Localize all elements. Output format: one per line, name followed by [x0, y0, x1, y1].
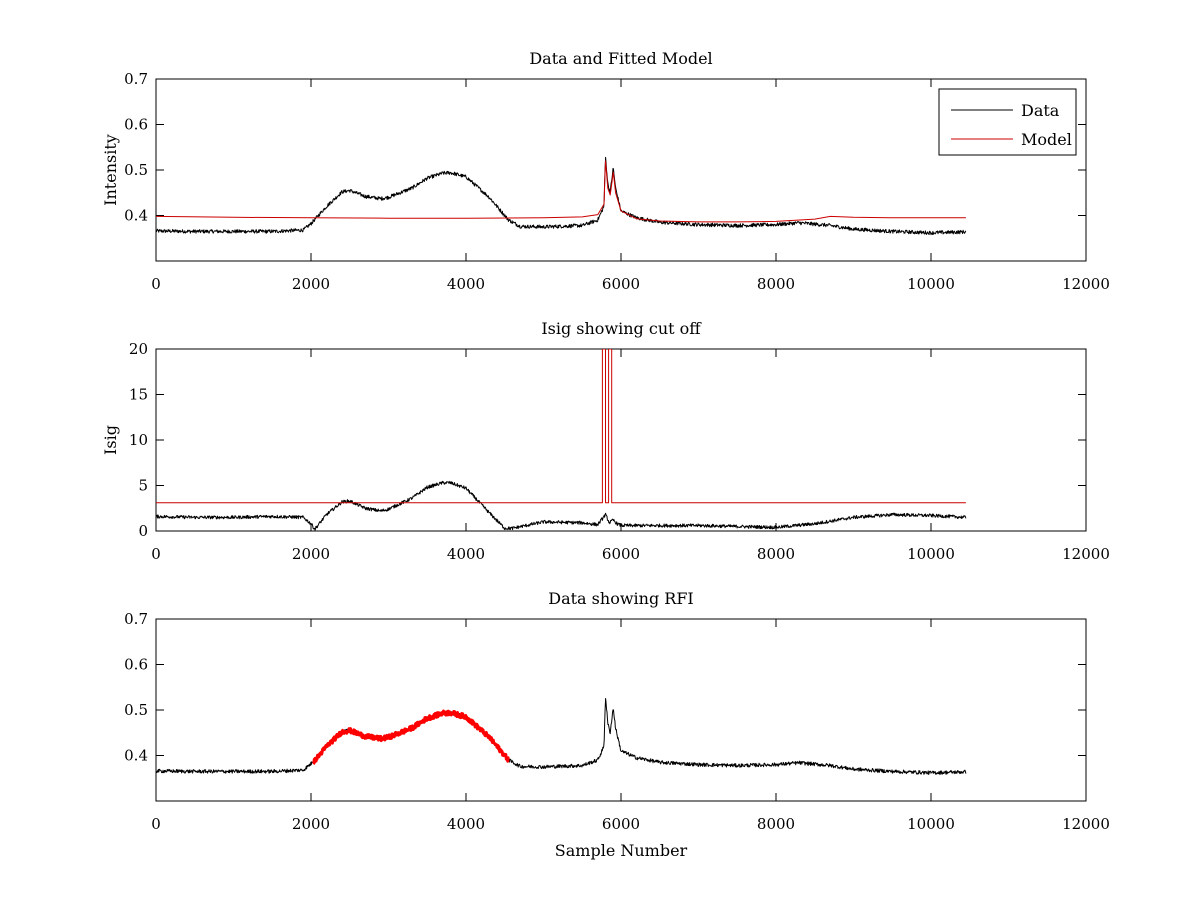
- y-tick-label: 0.6: [124, 656, 148, 674]
- legend-label: Model: [1021, 130, 1072, 149]
- y-axis-label: Intensity: [101, 134, 120, 206]
- x-tick-label: 10000: [907, 545, 955, 563]
- y-tick-label: 0.5: [124, 701, 148, 719]
- y-tick-label: 0.7: [124, 70, 148, 88]
- legend: Data Model: [938, 88, 1077, 156]
- x-tick-label: 4000: [447, 275, 485, 293]
- y-tick-label: 20: [129, 340, 148, 358]
- y-tick-label: 15: [129, 386, 148, 404]
- x-tick-label: 2000: [292, 275, 330, 293]
- y-tick-label: 0.6: [124, 116, 148, 134]
- x-tick-label: 8000: [757, 545, 795, 563]
- x-tick-label: 0: [151, 545, 161, 563]
- x-tick-label: 12000: [1062, 815, 1110, 833]
- series-line-1: [156, 698, 967, 775]
- x-tick-label: 6000: [602, 275, 640, 293]
- chart-panel-2: 0 2000 4000 6000 8000 10000 12000 0 5 10 15 20 Isig …: [101, 319, 1110, 563]
- axes-box: [155, 348, 1087, 532]
- x-tick-label: 10000: [907, 275, 955, 293]
- x-tick-label: 4000: [447, 545, 485, 563]
- y-axis-label: Isig: [101, 425, 120, 455]
- chart-panel-3: 0 2000 4000 6000 8000 10000 12000 0.4 0.5 0.6 0.7 D…: [124, 589, 1110, 860]
- axes-box: [155, 78, 1087, 262]
- series-line-1: [156, 480, 967, 531]
- legend-label: Data: [1021, 101, 1060, 120]
- x-tick-label: 0: [151, 275, 161, 293]
- y-tick-label: 0: [138, 522, 148, 540]
- legend-box: [938, 88, 1077, 156]
- plot-area: [156, 698, 967, 775]
- x-tick-label: 6000: [602, 545, 640, 563]
- x-tick-label: 12000: [1062, 275, 1110, 293]
- y-tick-label: 0.5: [124, 161, 148, 179]
- series-line-model: [156, 160, 966, 223]
- x-axis-label: Sample Number: [555, 841, 688, 860]
- x-tick-label: 4000: [447, 815, 485, 833]
- x-tick-label: 6000: [602, 815, 640, 833]
- series-line-data: [156, 156, 967, 236]
- chart-title: Data showing RFI: [548, 589, 693, 608]
- chart-title: Isig showing cut off: [541, 319, 702, 338]
- x-tick-label: 0: [151, 815, 161, 833]
- chart-title: Data and Fitted Model: [529, 49, 712, 68]
- y-tick-label: 0.4: [124, 747, 148, 765]
- x-tick-label: 8000: [757, 815, 795, 833]
- y-tick-label: 10: [129, 431, 148, 449]
- series-line-2: [312, 709, 510, 766]
- y-tick-label: 5: [138, 477, 148, 495]
- x-tick-label: 8000: [757, 275, 795, 293]
- axes-box: [155, 618, 1087, 802]
- x-tick-label: 12000: [1062, 545, 1110, 563]
- series-line-2: [156, 349, 966, 504]
- x-tick-label: 2000: [292, 545, 330, 563]
- plot-area: [156, 349, 967, 531]
- x-tick-label: 10000: [907, 815, 955, 833]
- y-tick-label: 0.7: [124, 610, 148, 628]
- chart-panel-1: 0 2000 4000 6000 8000 10000 12000 0.4 0.5 0.6 0.7 D…: [101, 49, 1110, 293]
- x-tick-label: 2000: [292, 815, 330, 833]
- y-tick-label: 0.4: [124, 207, 148, 225]
- plot-area: [156, 156, 967, 236]
